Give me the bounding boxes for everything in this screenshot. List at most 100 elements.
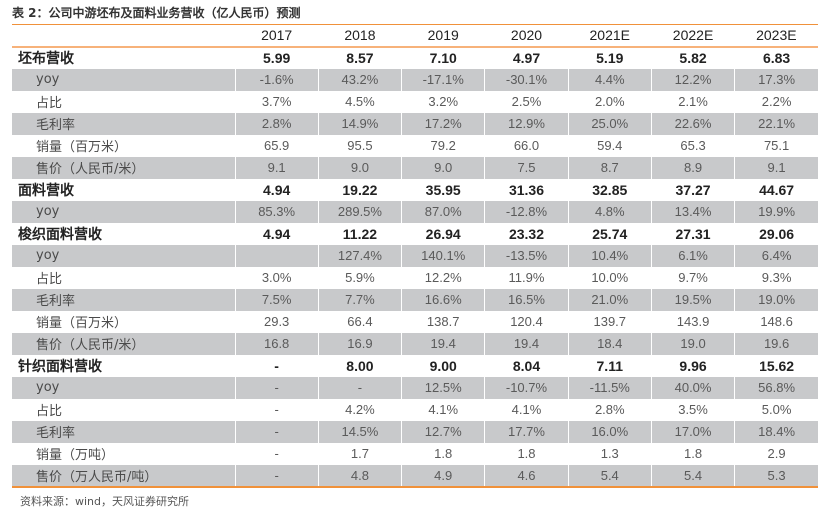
value-cell: 3.7% [234, 90, 319, 113]
value-cell: 9.1 [234, 156, 319, 179]
value-cell: 2.9 [734, 442, 818, 465]
value-cell: 6.4% [734, 244, 818, 267]
value-cell: 29.06 [734, 222, 818, 245]
value-cell: 2.0% [567, 90, 652, 113]
value-cell: 40.0% [650, 376, 735, 399]
value-cell: 22.6% [650, 112, 735, 135]
value-cell: 85.3% [234, 200, 319, 223]
header-year: 2023E [756, 27, 797, 44]
table-row: 毛利率 2.8% 14.9% 17.2% 12.9% 25.0% 22.6% 22.1% [12, 112, 818, 135]
value-cell: 19.22 [317, 178, 402, 201]
value-cell: 7.7% [317, 288, 402, 311]
value-cell: 75.1 [734, 134, 818, 157]
header-year: 2022E [672, 27, 714, 44]
value-cell: 19.0 [650, 332, 735, 355]
value-cell: 22.1% [734, 112, 818, 135]
header-row: 2017 2018 2019 2020 2021E 2022E 2023E [12, 24, 818, 47]
source-note: 资料来源：wind，天风证券研究所 [20, 495, 190, 508]
value-cell: 87.0% [401, 200, 485, 223]
table-row: 销量（百万米） 65.9 95.5 79.2 66.0 59.4 65.3 75.1 [12, 134, 818, 157]
row-label: yoy [12, 68, 235, 91]
value-cell: 139.7 [567, 310, 652, 333]
value-cell: 120.4 [484, 310, 569, 333]
header-year: 2021E [589, 27, 630, 44]
value-cell: 5.4 [567, 464, 652, 487]
value-cell: - [234, 354, 319, 377]
value-cell: 289.5% [317, 200, 402, 223]
value-cell: 4.94 [234, 178, 319, 201]
value-cell: 12.9% [484, 112, 569, 135]
value-cell: 11.22 [317, 222, 402, 245]
value-cell: 5.4 [650, 464, 735, 487]
row-label: yoy [12, 376, 235, 399]
value-cell: 4.6 [484, 464, 569, 487]
value-cell: 65.3 [650, 134, 735, 157]
value-cell: 95.5 [317, 134, 402, 157]
value-cell: 14.5% [317, 420, 402, 443]
value-cell: 3.0% [234, 266, 319, 289]
table-row: 占比 3.0% 5.9% 12.2% 11.9% 10.0% 9.7% 9.3% [12, 266, 818, 289]
value-cell: -30.1% [484, 68, 569, 91]
value-cell: 25.74 [567, 222, 652, 245]
table-row: yoy -1.6% 43.2% -17.1% -30.1% 4.4% 12.2% 17.3% [12, 68, 818, 91]
row-label: 占比 [36, 272, 63, 287]
value-cell: 2.8% [234, 112, 319, 135]
table-row: yoy - -12.5% -10.7% -11.5% 40.0% 56.8% [12, 376, 818, 399]
value-cell: - [234, 398, 319, 421]
value-cell: 37.27 [650, 178, 735, 201]
value-cell: 7.5% [234, 288, 319, 311]
value-cell: 4.2% [317, 398, 402, 421]
value-cell: -10.7% [484, 376, 569, 399]
value-cell: 9.96 [650, 354, 735, 377]
table-row: 销量（百万米） 29.3 66.4 138.7 120.4 139.7 143.9 148.6 [12, 310, 818, 333]
value-cell: 19.5% [650, 288, 735, 311]
value-cell: 6.83 [734, 46, 818, 69]
value-cell: 7.11 [567, 354, 652, 377]
revenue-forecast-table: 2017 2018 2019 2020 2021E 2022E 2023E 坯布营收 5.99… [12, 24, 818, 488]
value-cell: 44.67 [734, 178, 818, 201]
row-label: 针织面料营收 [18, 358, 102, 375]
value-cell: 12.2% [401, 266, 485, 289]
row-label: 毛利率 [12, 112, 235, 135]
table-row: 针织面料营收 -8.00 9.00 8.04 7.11 9.96 15.62 [12, 354, 818, 377]
row-label: 占比 [36, 96, 63, 111]
table-row: 毛利率 -14.5% 12.7% 17.7% 16.0% 17.0% 18.4% [12, 420, 818, 443]
table-row: 售价（万人民币/吨） -4.8 4.9 4.6 5.4 5.4 5.3 [12, 464, 818, 487]
value-cell: 16.0% [567, 420, 652, 443]
value-cell: 2.1% [650, 90, 735, 113]
value-cell: 9.3% [734, 266, 818, 289]
value-cell: 12.2% [650, 68, 735, 91]
value-cell: 12.5% [401, 376, 485, 399]
row-label: 销量（百万米） [36, 140, 128, 155]
value-cell: 43.2% [317, 68, 402, 91]
value-cell: 4.8 [317, 464, 402, 487]
header-year: 2020 [510, 27, 543, 44]
row-label: 售价（万人民币/吨） [12, 464, 235, 487]
value-cell: 2.5% [484, 90, 569, 113]
value-cell: 140.1% [401, 244, 485, 267]
value-cell: 1.8 [484, 442, 569, 465]
value-cell: 1.8 [401, 442, 485, 465]
value-cell: 5.3 [734, 464, 818, 487]
value-cell: 25.0% [567, 112, 652, 135]
value-cell: - [234, 442, 319, 465]
value-cell: 19.4 [484, 332, 569, 355]
value-cell: -13.5% [484, 244, 569, 267]
value-cell: -12.8% [484, 200, 569, 223]
value-cell: - [317, 376, 402, 399]
value-cell: 19.9% [734, 200, 818, 223]
value-cell: 19.0% [734, 288, 818, 311]
value-cell: 8.9 [650, 156, 735, 179]
value-cell: 2.2% [734, 90, 818, 113]
value-cell: -11.5% [567, 376, 652, 399]
value-cell: 16.8 [234, 332, 319, 355]
value-cell: 10.0% [567, 266, 652, 289]
value-cell: 16.9 [317, 332, 402, 355]
value-cell: 17.7% [484, 420, 569, 443]
value-cell: 4.1% [484, 398, 569, 421]
value-cell: 4.94 [234, 222, 319, 245]
value-cell: 5.9% [317, 266, 402, 289]
value-cell: 10.4% [567, 244, 652, 267]
value-cell: 143.9 [650, 310, 735, 333]
row-label: 梭织面料营收 [18, 226, 102, 243]
